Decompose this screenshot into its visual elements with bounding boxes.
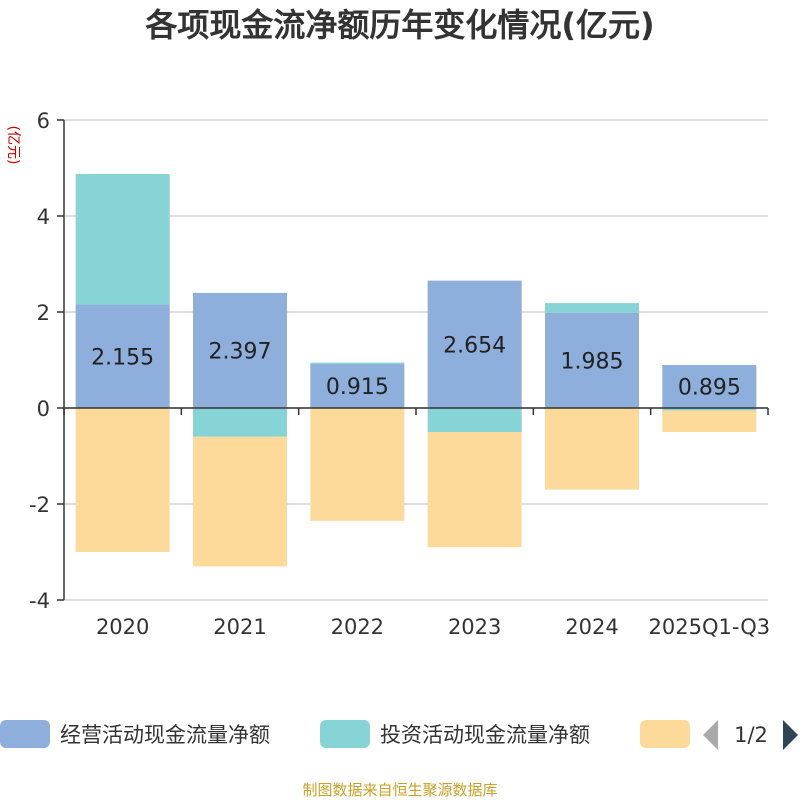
x-tick-label: 2023 <box>448 615 501 639</box>
data-labels: 2.155 2.397 0.915 2.654 1.985 0.895 <box>91 333 741 400</box>
legend-label-1[interactable]: 投资活动现金流量净额 <box>380 723 590 747</box>
bar-series1-2020[interactable] <box>76 174 170 305</box>
data-label-2021: 2.397 <box>209 339 272 364</box>
bar-series2-2023[interactable] <box>428 432 522 547</box>
data-label-2024: 1.985 <box>561 349 624 374</box>
bar-series2-2020[interactable] <box>76 408 170 552</box>
bar-series2-2021[interactable] <box>193 437 287 567</box>
legend-swatch-0[interactable] <box>0 720 50 748</box>
data-label-2025Q1-Q3: 0.895 <box>678 376 741 401</box>
y-tick-label: -4 <box>29 589 50 613</box>
data-label-2020: 2.155 <box>91 345 154 370</box>
x-tick-label: 2022 <box>331 615 384 639</box>
legend-swatch-2[interactable] <box>640 720 690 748</box>
legend-label-0[interactable]: 经营活动现金流量净额 <box>60 723 270 747</box>
x-tick-label: 2020 <box>96 615 149 639</box>
y-tick-label: 0 <box>37 397 50 421</box>
y-tick-label: 4 <box>37 205 50 229</box>
y-tick-label: -2 <box>29 493 50 517</box>
bar-series2-2022[interactable] <box>310 408 404 521</box>
bar-series1-2024[interactable] <box>545 303 639 313</box>
y-axis-label: (亿元) <box>5 126 21 165</box>
bar-series1-2023[interactable] <box>428 408 522 432</box>
y-tick-label: 6 <box>37 109 50 133</box>
legend-page-indicator: 1/2 <box>734 723 768 747</box>
x-tick-label: 2025Q1-Q3 <box>649 615 771 639</box>
cashflow-chart: 各项现金流净额历年变化情况(亿元) (亿元) 6 4 2 0 -2 -4 2020 2021 2… <box>0 0 800 800</box>
bar-series2-2025Q1-Q3[interactable] <box>662 410 756 432</box>
x-tick-label: 2024 <box>565 615 618 639</box>
legend-prev-icon[interactable] <box>703 720 718 750</box>
bar-series1-2021[interactable] <box>193 408 287 437</box>
bar-series1-2022[interactable] <box>310 363 404 364</box>
chart-title: 各项现金流净额历年变化情况(亿元) <box>145 6 654 44</box>
data-label-2022: 0.915 <box>326 375 389 400</box>
legend: 经营活动现金流量净额 投资活动现金流量净额 1/2 <box>0 720 798 750</box>
data-label-2023: 2.654 <box>443 333 506 358</box>
source-note: 制图数据来自恒生聚源数据库 <box>302 781 497 799</box>
y-tick-label: 2 <box>37 301 50 325</box>
legend-next-icon[interactable] <box>783 720 798 750</box>
bar-series2-2024[interactable] <box>545 408 639 490</box>
x-tick-label: 2021 <box>213 615 266 639</box>
bars <box>76 174 757 566</box>
legend-swatch-1[interactable] <box>320 720 370 748</box>
